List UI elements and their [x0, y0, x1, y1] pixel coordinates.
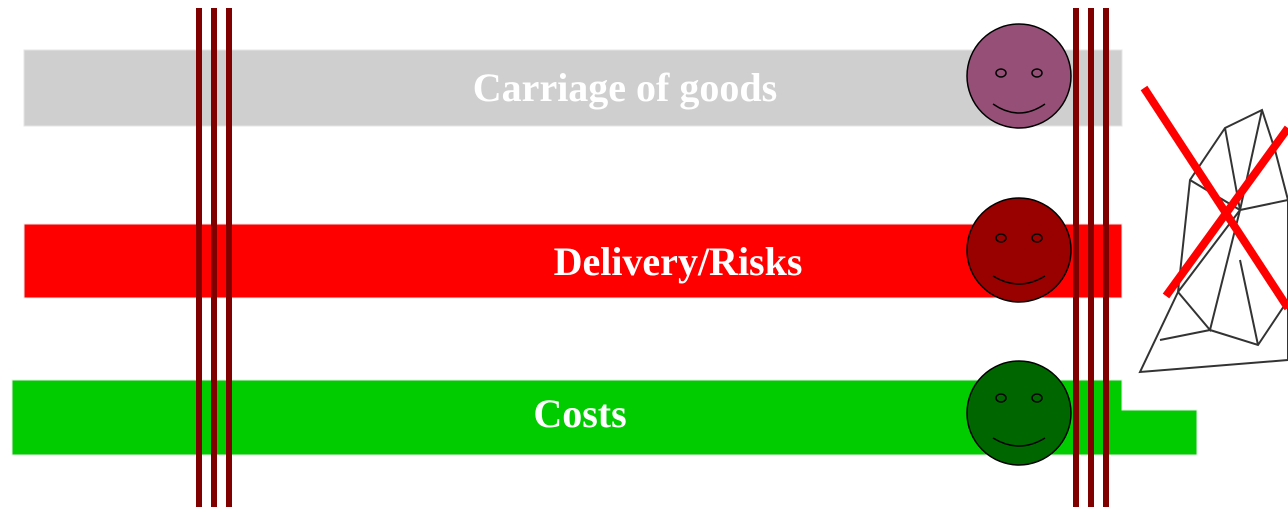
bar-label: Costs	[533, 391, 626, 436]
smiley	[967, 24, 1071, 128]
right-lines	[1073, 8, 1109, 507]
bar-label: Carriage of goods	[473, 65, 777, 110]
bar-label: Delivery/Risks	[554, 239, 803, 284]
smiley	[967, 361, 1071, 465]
left-lines	[196, 8, 232, 507]
pyramid-sketch	[1140, 110, 1288, 372]
diagram: Carriage of goods Delivery/Risks Costs	[0, 0, 1288, 507]
smiley	[967, 198, 1071, 302]
